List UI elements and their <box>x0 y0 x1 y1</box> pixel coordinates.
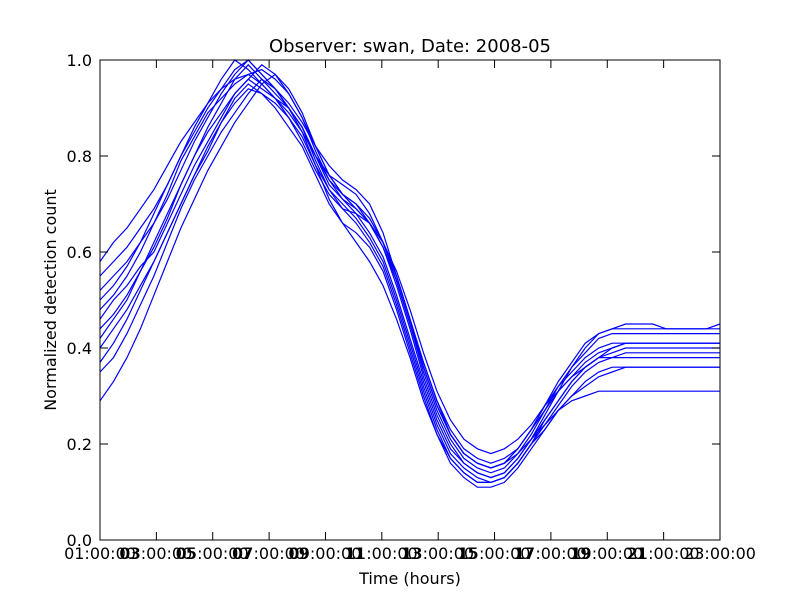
plot-area <box>99 59 721 488</box>
y-axis-label: Normalized detection count <box>41 189 60 411</box>
x-tick-label: 17:00:00 <box>515 544 587 563</box>
x-tick-label: 19:00:00 <box>571 544 643 563</box>
x-tick-label: 13:00:00 <box>402 544 474 563</box>
x-tick-label-overlap: 21 <box>626 544 646 563</box>
y-tick-label: 0.4 <box>67 339 92 358</box>
x-tick-label: 23:00:00 <box>684 544 756 563</box>
x-tick-label: 09:00:00 <box>290 544 362 563</box>
axes-frame <box>99 59 721 541</box>
x-tick-label-overlap: 03 <box>119 544 139 563</box>
y-tick-label: 0.6 <box>67 243 92 262</box>
series-line-3 <box>99 83 720 484</box>
series-line-12 <box>99 64 720 479</box>
x-tick-label-overlap: 13 <box>401 544 421 563</box>
series-line-11 <box>99 73 720 455</box>
x-tick-label-overlap: 09 <box>288 544 308 563</box>
series-line-1 <box>99 78 721 479</box>
axis-ticks: 0.0 0.2 0.4 0.6 0.8 1.0 01:00:0003:00:0005:00:… <box>64 51 756 563</box>
y-tick-label: 1.0 <box>67 51 92 70</box>
x-tick-label: 07:00:00 <box>233 544 305 563</box>
x-axis-label: Time (hours) <box>358 569 461 588</box>
x-tick-label-overlap: 11 <box>345 544 365 563</box>
series-line-10 <box>99 88 720 483</box>
x-tick-label-overlap: 05 <box>176 544 196 563</box>
series-line-8 <box>99 63 720 483</box>
y-tick-label: 0.2 <box>67 435 92 454</box>
x-tick-label: 21:00:00 <box>628 544 700 563</box>
x-tick-label-overlap: 15 <box>457 544 477 563</box>
x-tick-label: 15:00:00 <box>459 544 531 563</box>
x-tick-label: 05:00:00 <box>177 544 249 563</box>
x-tick-label-overlap: 19 <box>570 544 590 563</box>
x-tick-label: 03:00:00 <box>120 544 192 563</box>
series-line-9 <box>99 59 720 469</box>
x-tick-label: 11:00:00 <box>346 544 418 563</box>
series-line-7 <box>99 73 720 469</box>
y-tick-label: 0.8 <box>67 147 92 166</box>
chart-title: Observer: swan, Date: 2008-05 <box>269 36 551 57</box>
x-tick-label-overlap: 17 <box>514 544 534 563</box>
y-tick-label: 0.0 <box>67 531 92 550</box>
series-line-5 <box>99 78 720 488</box>
x-tick-label-overlap: 07 <box>232 544 252 563</box>
x-tick-label: 01:00:00 <box>64 544 136 563</box>
